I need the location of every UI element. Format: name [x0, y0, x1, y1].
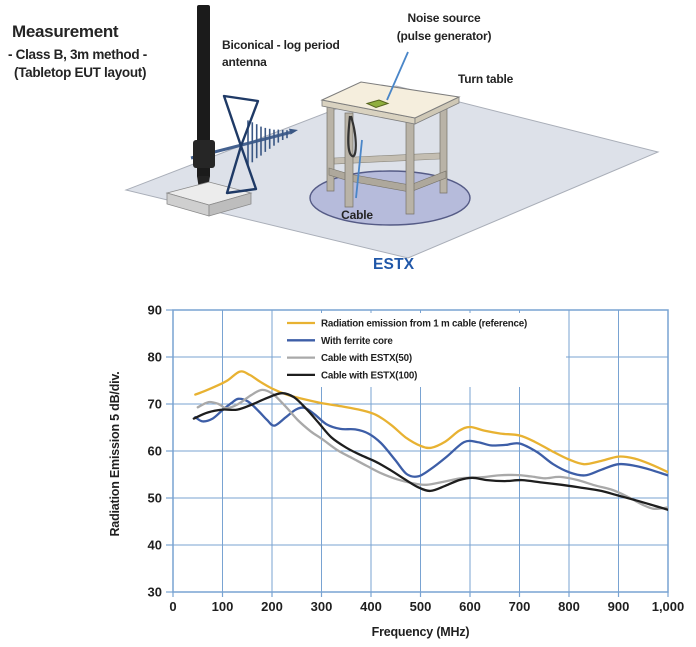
measurement-class-line: - Class B, 3m method - [8, 47, 147, 62]
x-tick-label: 300 [311, 599, 333, 614]
y-tick-label: 40 [148, 538, 162, 553]
legend-label: With ferrite core [321, 336, 393, 347]
antenna-label-line2: antenna [222, 55, 267, 69]
chart-legend: Radiation emission from 1 m cable (refer… [281, 313, 566, 387]
y-tick-label: 30 [148, 585, 162, 600]
series-line-0 [194, 370, 668, 474]
antenna-base-side [208, 192, 252, 217]
boom-arrow-tip [289, 128, 298, 135]
biconical-antenna-lower [225, 144, 258, 195]
series-line-2 [196, 388, 668, 511]
x-tick-label: 100 [212, 599, 234, 614]
cable-loop [347, 115, 357, 158]
x-tick-label: 600 [459, 599, 481, 614]
setup-diagram: Biconical - log period antenna Noise sou… [124, 5, 660, 259]
antenna-label-line1: Biconical - log period [222, 38, 340, 52]
y-tick-label: 50 [148, 491, 162, 506]
legend-box [281, 313, 566, 387]
antenna-mast [197, 5, 210, 178]
y-tick-label: 60 [148, 444, 162, 459]
measurement-title: Measurement [12, 22, 119, 41]
cable-label: Cable [341, 208, 373, 222]
x-axis-title: Frequency (MHz) [372, 625, 470, 639]
legend-label: Cable with ESTX(100) [321, 371, 417, 382]
callout-line-cable [355, 139, 363, 199]
plot-border [172, 309, 669, 593]
x-tick-label: 700 [509, 599, 531, 614]
antenna-assembly [165, 5, 298, 217]
biconical-antenna-upper [222, 94, 260, 148]
emission-chart: 0 100 200 300 400 500 600 700 800 900 1,000 30 40 50 6… [108, 303, 685, 640]
y-tick-label: 80 [148, 350, 162, 365]
table [320, 81, 461, 215]
axis-ticks [166, 309, 669, 597]
x-tick-label: 800 [558, 599, 580, 614]
x-tick-label: 1,000 [652, 599, 685, 614]
callout-line-noise-source [386, 51, 409, 101]
x-tick-label: 400 [360, 599, 382, 614]
section-label-estx: ESTX [373, 256, 415, 273]
y-axis-title: Radiation Emission 5 dB/div. [108, 371, 122, 536]
table-leg [344, 112, 354, 208]
noise-source-device [365, 99, 390, 109]
legend-label: Radiation emission from 1 m cable (refer… [321, 319, 527, 330]
legend-label: Cable with ESTX(50) [321, 353, 412, 364]
series-line-3 [192, 392, 668, 511]
x-tick-label: 200 [261, 599, 283, 614]
y-tick-label: 70 [148, 397, 162, 412]
series-line-1 [194, 397, 668, 478]
y-tick-label: 90 [148, 303, 162, 318]
series-group [192, 370, 668, 511]
turn-table-label: Turn table [458, 72, 514, 86]
antenna-mount [193, 140, 215, 168]
noise-source-label-line1: Noise source [408, 11, 481, 25]
noise-source-label-line2: (pulse generator) [397, 29, 492, 43]
x-tick-label: 0 [169, 599, 176, 614]
table-leg [405, 116, 415, 215]
table-leg [326, 103, 335, 192]
x-tick-label: 500 [410, 599, 432, 614]
measurement-layout-line: (Tabletop EUT layout) [14, 65, 147, 80]
x-tick-label: 900 [608, 599, 630, 614]
tabletop [320, 81, 461, 119]
